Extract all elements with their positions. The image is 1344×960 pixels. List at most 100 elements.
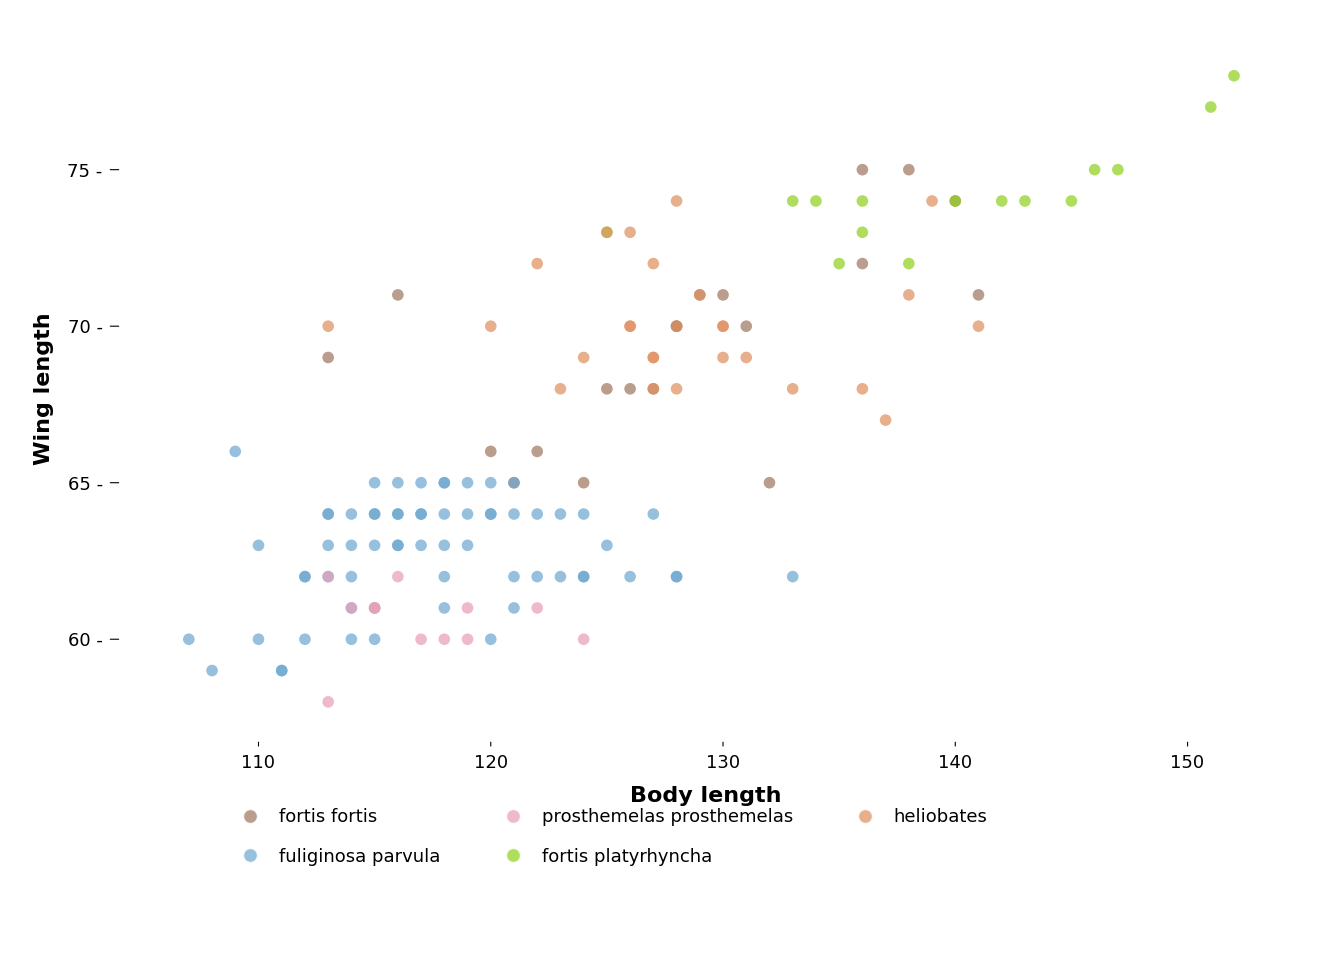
Point <box>317 538 339 553</box>
Point <box>317 569 339 585</box>
Point <box>968 319 989 334</box>
Point <box>294 632 316 647</box>
Point <box>642 349 664 365</box>
Point <box>620 319 641 334</box>
Point <box>364 600 386 615</box>
Point <box>364 475 386 491</box>
Point <box>945 193 966 208</box>
Point <box>480 506 501 521</box>
Point <box>875 413 896 428</box>
Point <box>317 569 339 585</box>
Point <box>945 193 966 208</box>
Point <box>410 475 431 491</box>
Point <box>712 319 734 334</box>
Point <box>434 569 456 585</box>
Point <box>457 475 478 491</box>
Point <box>665 381 687 396</box>
Point <box>457 538 478 553</box>
Point <box>387 569 409 585</box>
Point <box>434 538 456 553</box>
Point <box>434 632 456 647</box>
Point <box>642 256 664 272</box>
Point <box>527 569 548 585</box>
Point <box>735 349 757 365</box>
Point <box>782 381 804 396</box>
Point <box>527 506 548 521</box>
Point <box>387 506 409 521</box>
Legend: fortis fortis, fuliginosa parvula, prosthemelas prosthemelas, fortis platyrhynch: fortis fortis, fuliginosa parvula, prost… <box>214 790 1005 884</box>
Point <box>1200 100 1222 115</box>
Point <box>434 475 456 491</box>
Point <box>271 662 293 678</box>
Point <box>410 506 431 521</box>
Point <box>712 287 734 302</box>
Point <box>573 475 594 491</box>
Point <box>991 193 1012 208</box>
Point <box>597 225 618 240</box>
Point <box>1083 162 1105 178</box>
Point <box>573 506 594 521</box>
Point <box>434 475 456 491</box>
Point <box>410 506 431 521</box>
Point <box>364 506 386 521</box>
Point <box>1015 193 1036 208</box>
Point <box>689 287 711 302</box>
Point <box>852 381 874 396</box>
Point <box>503 475 524 491</box>
Point <box>503 475 524 491</box>
Point <box>1060 193 1082 208</box>
Point <box>550 506 571 521</box>
Point <box>527 600 548 615</box>
Point <box>177 632 199 647</box>
Point <box>434 506 456 521</box>
Point <box>1223 68 1245 84</box>
Point <box>852 193 874 208</box>
Point <box>620 381 641 396</box>
Point <box>364 600 386 615</box>
Point <box>898 256 919 272</box>
Point <box>410 538 431 553</box>
Point <box>735 319 757 334</box>
Point <box>573 632 594 647</box>
Point <box>503 506 524 521</box>
Point <box>387 538 409 553</box>
Point <box>247 632 269 647</box>
Point <box>224 444 246 459</box>
Point <box>898 287 919 302</box>
Point <box>480 444 501 459</box>
Point <box>573 349 594 365</box>
Point <box>1107 162 1129 178</box>
Point <box>527 444 548 459</box>
Point <box>620 225 641 240</box>
Point <box>573 569 594 585</box>
Point <box>642 506 664 521</box>
Point <box>503 569 524 585</box>
Point <box>364 632 386 647</box>
Point <box>852 225 874 240</box>
Point <box>364 506 386 521</box>
Point <box>597 225 618 240</box>
Point <box>689 287 711 302</box>
Point <box>620 319 641 334</box>
Point <box>665 193 687 208</box>
Point <box>782 193 804 208</box>
Point <box>387 506 409 521</box>
Point <box>480 475 501 491</box>
X-axis label: Body length: Body length <box>630 785 781 805</box>
Point <box>340 600 362 615</box>
Point <box>457 632 478 647</box>
Point <box>642 381 664 396</box>
Point <box>852 162 874 178</box>
Point <box>340 569 362 585</box>
Point <box>480 319 501 334</box>
Point <box>387 475 409 491</box>
Point <box>271 662 293 678</box>
Point <box>642 349 664 365</box>
Point <box>247 538 269 553</box>
Point <box>340 632 362 647</box>
Point <box>340 506 362 521</box>
Point <box>665 569 687 585</box>
Point <box>573 569 594 585</box>
Point <box>712 319 734 334</box>
Point <box>317 506 339 521</box>
